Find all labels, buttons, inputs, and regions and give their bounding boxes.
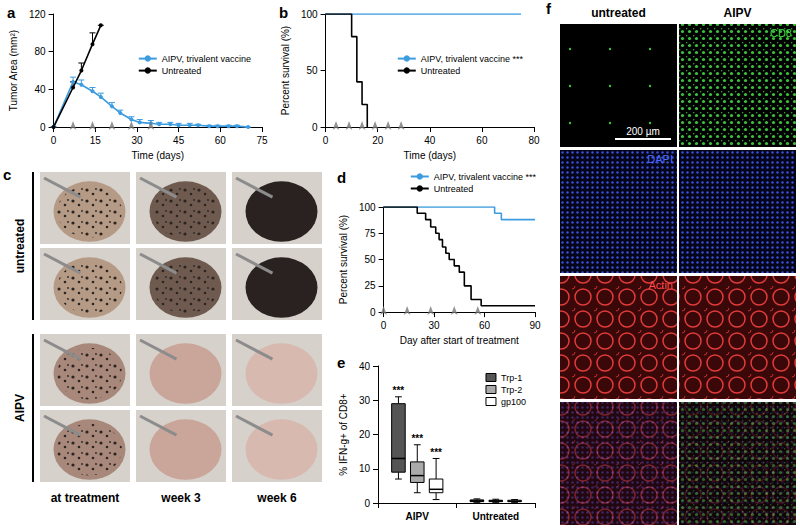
svg-text:***: *** [430,447,442,458]
svg-text:gp100: gp100 [501,397,526,407]
svg-text:0: 0 [51,135,57,146]
svg-text:200 µm: 200 µm [626,126,660,137]
svg-text:untreated: untreated [13,219,27,274]
svg-text:75: 75 [364,228,376,239]
svg-text:AIPV, trivalent vaccine ***: AIPV, trivalent vaccine *** [421,54,524,64]
svg-text:Untreated: Untreated [162,66,202,76]
svg-text:Percent survival (%): Percent survival (%) [338,215,349,304]
svg-text:untreated: untreated [591,6,646,20]
svg-text:***: *** [411,433,423,444]
svg-text:at treatment: at treatment [51,491,120,505]
svg-text:20: 20 [359,429,371,440]
svg-text:100: 100 [301,9,318,20]
svg-text:AIPV: AIPV [723,6,751,20]
svg-text:***: *** [393,385,405,396]
svg-text:100: 100 [359,202,376,213]
svg-text:75: 75 [256,135,268,146]
svg-text:0: 0 [312,122,318,133]
svg-text:Tumor Area (mm²): Tumor Area (mm²) [8,30,19,111]
svg-text:40: 40 [359,361,371,372]
svg-text:25: 25 [364,280,376,291]
svg-text:0: 0 [40,122,46,133]
svg-text:AIPV: AIPV [13,394,27,422]
svg-text:30: 30 [359,395,371,406]
svg-text:d: d [337,169,346,186]
svg-text:Day after start of treatment: Day after start of treatment [400,335,519,346]
svg-text:% IFN-g+ of CD8+: % IFN-g+ of CD8+ [338,393,349,475]
svg-text:Percent survival (%): Percent survival (%) [280,26,291,115]
svg-text:CD8: CD8 [770,27,792,39]
svg-text:0: 0 [381,320,387,331]
svg-text:80: 80 [528,135,540,146]
svg-text:week 6: week 6 [256,491,297,505]
svg-text:30: 30 [131,135,143,146]
svg-text:b: b [279,4,288,21]
svg-text:AIPV, trivalent vaccine: AIPV, trivalent vaccine [162,54,251,64]
svg-text:90: 90 [529,320,541,331]
svg-text:a: a [7,4,16,21]
svg-text:Trp-1: Trp-1 [501,373,522,383]
svg-text:Untreated: Untreated [421,66,461,76]
svg-text:Time (days): Time (days) [404,150,456,161]
svg-text:50: 50 [364,254,376,265]
svg-text:f: f [546,0,552,17]
svg-text:30: 30 [428,320,440,331]
svg-text:60: 60 [476,135,488,146]
svg-text:0: 0 [323,135,329,146]
svg-text:week 3: week 3 [160,491,201,505]
svg-text:Trp-2: Trp-2 [501,385,522,395]
svg-text:0: 0 [370,307,376,318]
svg-text:45: 45 [173,135,185,146]
svg-text:AIPV, trivalent vaccine ***: AIPV, trivalent vaccine *** [434,172,537,182]
svg-text:AIPV: AIPV [406,511,430,522]
svg-text:DAPI: DAPI [647,153,673,165]
svg-text:15: 15 [90,135,102,146]
svg-text:60: 60 [479,320,491,331]
svg-text:80: 80 [34,46,46,57]
svg-text:60: 60 [215,135,227,146]
svg-text:10: 10 [359,463,371,474]
svg-text:Time (days): Time (days) [132,150,184,161]
svg-text:Actin: Actin [649,279,673,291]
svg-text:120: 120 [29,9,46,20]
svg-text:40: 40 [424,135,436,146]
svg-text:20: 20 [372,135,384,146]
svg-text:Untreated: Untreated [434,184,474,194]
svg-text:0: 0 [364,498,370,509]
svg-text:Untreated: Untreated [472,511,519,522]
svg-text:c: c [3,166,11,183]
svg-text:50: 50 [306,65,318,76]
svg-text:40: 40 [34,84,46,95]
svg-text:e: e [337,354,345,371]
